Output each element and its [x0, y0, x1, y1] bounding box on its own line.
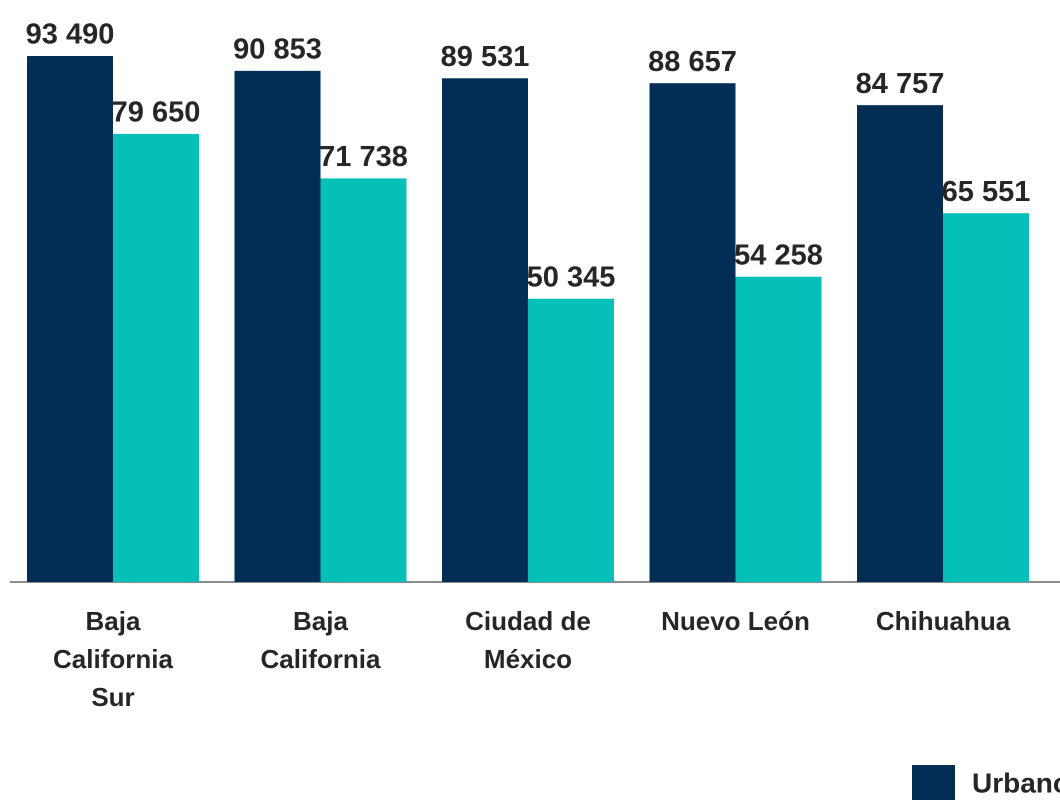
bar: [27, 56, 113, 582]
x-tick-label: Nuevo León: [661, 606, 810, 636]
value-label: 50 345: [527, 261, 616, 293]
value-label: 54 258: [734, 239, 823, 271]
value-label: 79 650: [112, 97, 201, 129]
bar: [649, 83, 736, 582]
value-label: 88 657: [648, 46, 737, 78]
value-label: 71 738: [319, 141, 408, 173]
value-label: 93 490: [26, 19, 115, 51]
bar: [113, 133, 199, 582]
bar: [857, 105, 943, 583]
x-tick-label: Baja California: [260, 606, 381, 674]
bar: [442, 78, 528, 583]
bar: [320, 178, 407, 582]
bar: [735, 276, 822, 582]
x-tick-label: Baja California Sur: [53, 606, 173, 712]
value-label: 90 853: [233, 34, 322, 66]
value-label: 89 531: [441, 41, 530, 73]
x-tick-label: Chihuahua: [875, 606, 1011, 636]
legend-swatch: [912, 765, 955, 800]
value-label: 65 551: [942, 176, 1031, 208]
x-tick-label: Ciudad de México: [465, 606, 591, 674]
value-label: 84 757: [856, 68, 945, 100]
legend-label: Urbano: [972, 767, 1060, 798]
bar: [234, 70, 321, 582]
bar: [943, 213, 1029, 582]
bar: [528, 298, 614, 582]
